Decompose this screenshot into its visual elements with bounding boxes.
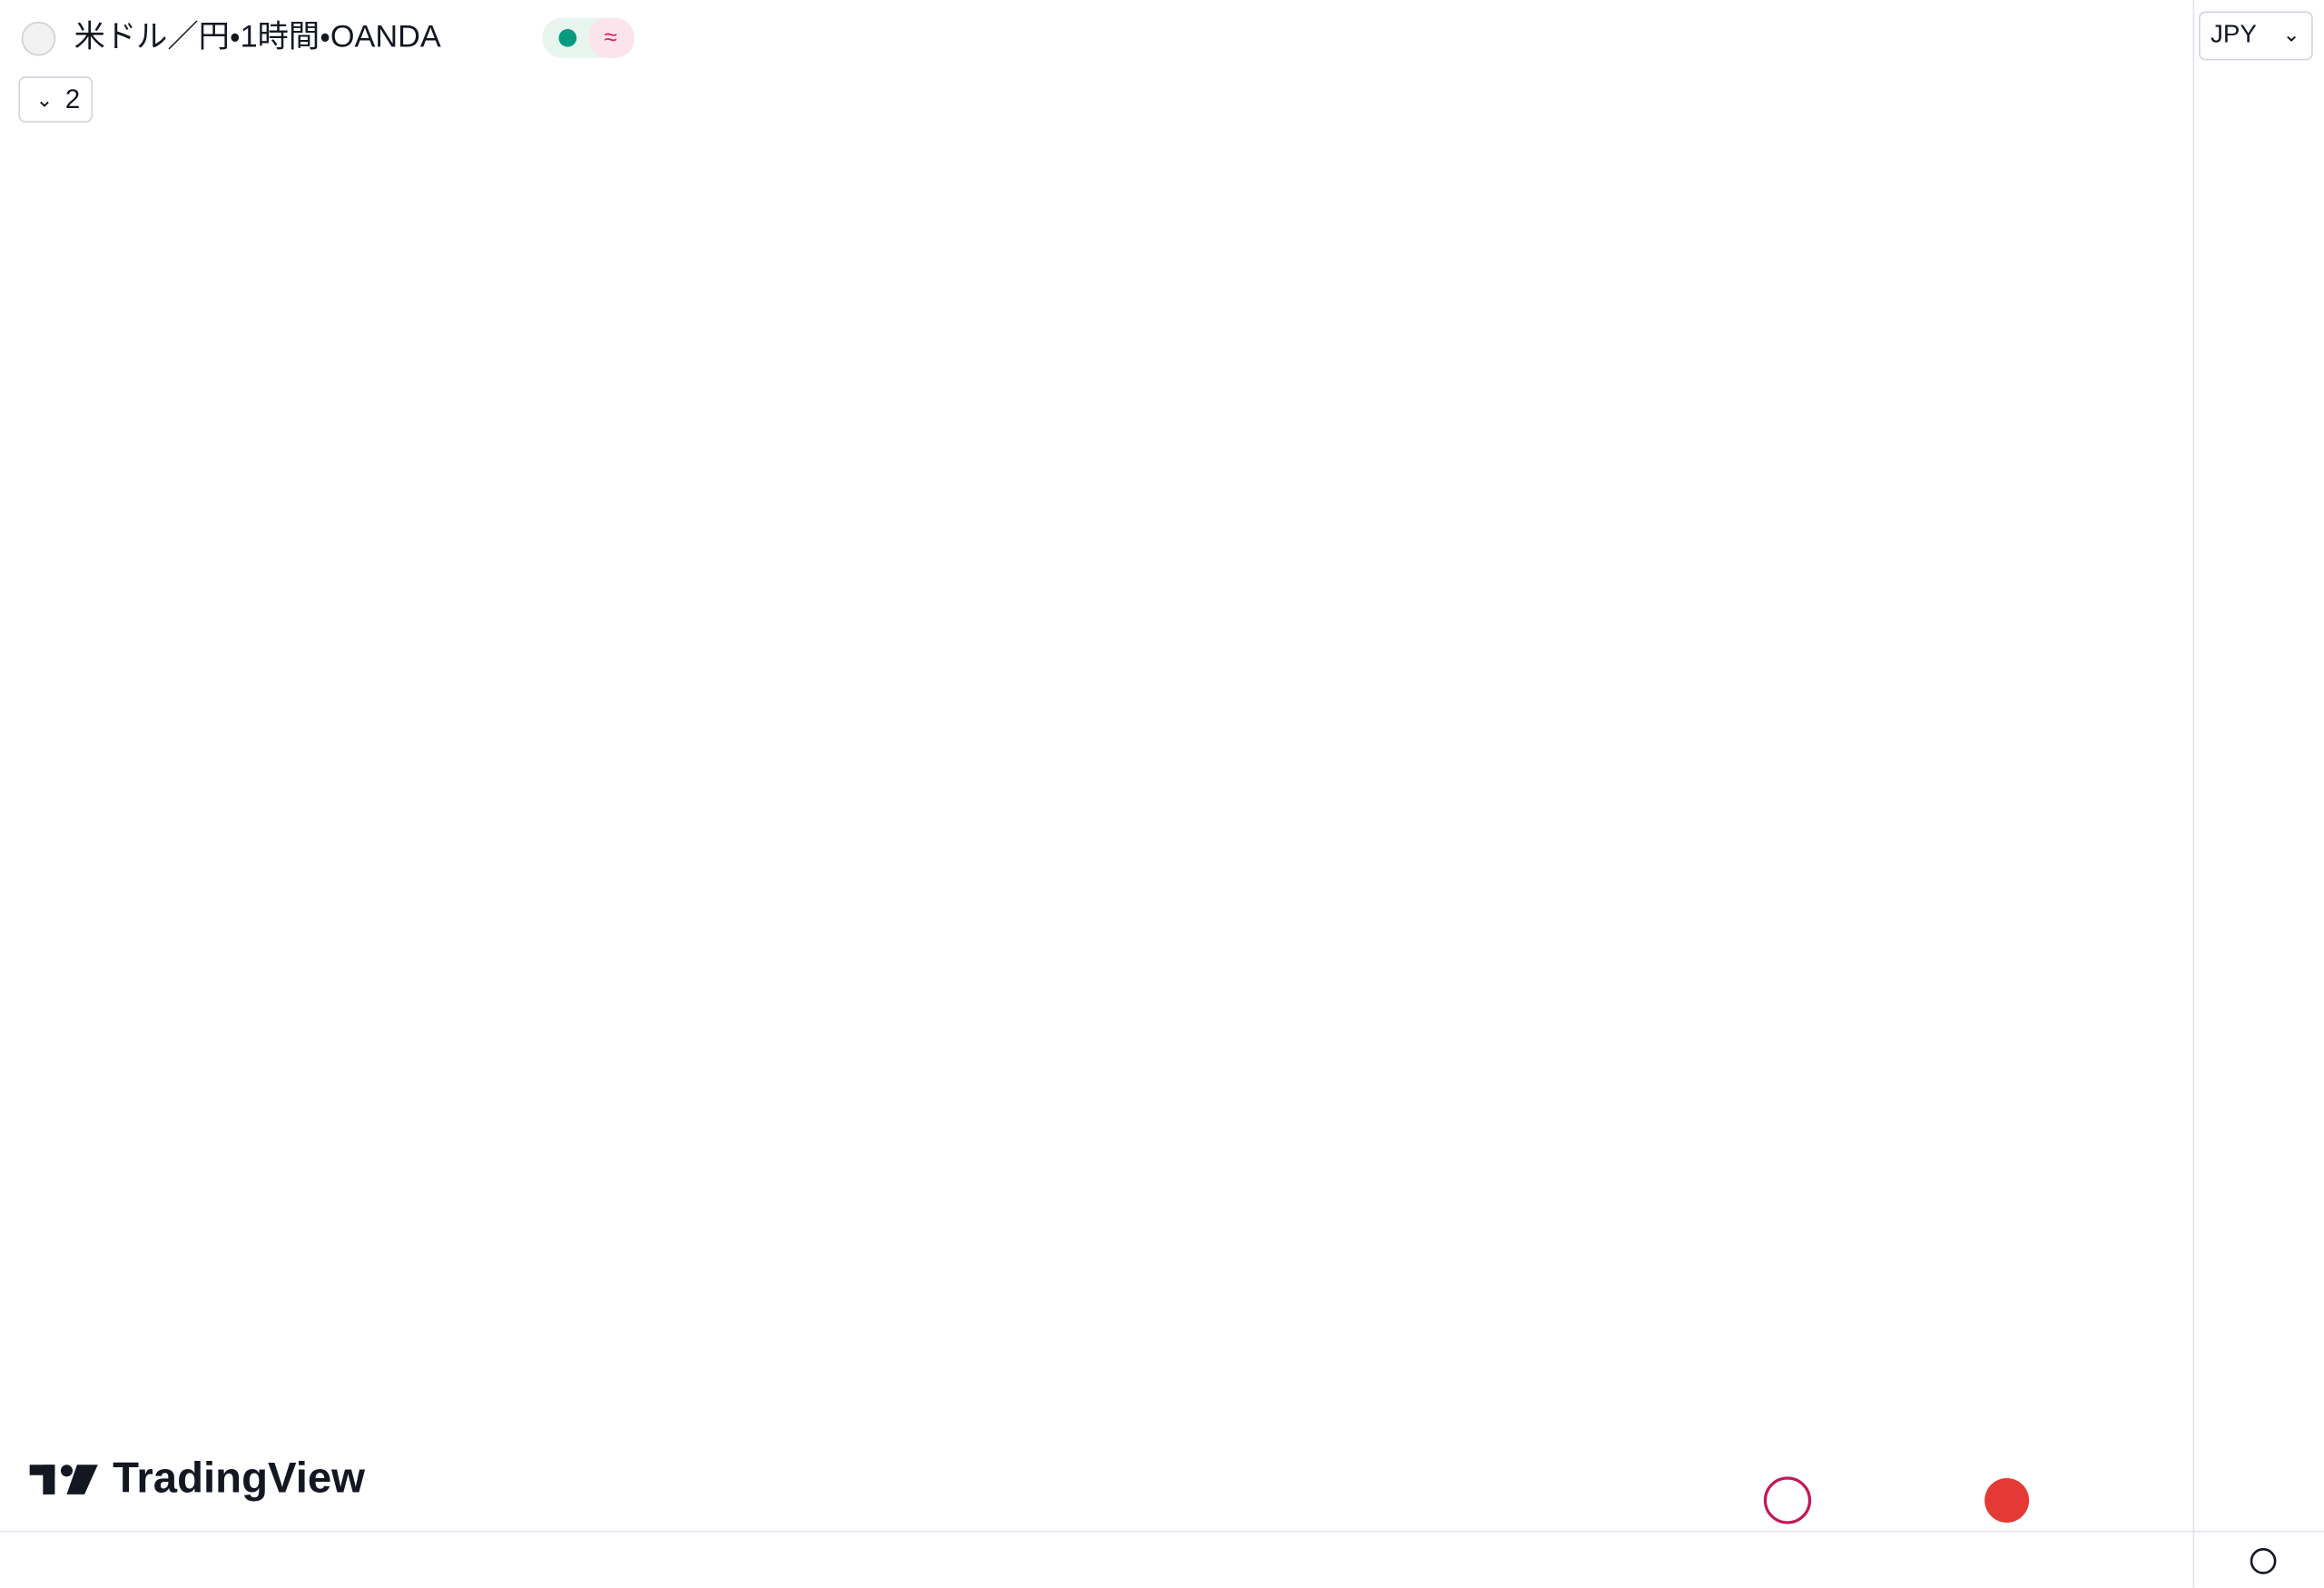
- status-icon: ≈: [604, 24, 616, 51]
- indicator-count: 2: [65, 84, 80, 114]
- watermark: TradingView: [113, 1455, 365, 1503]
- event-icon[interactable]: [1984, 1477, 2030, 1523]
- chart-title: 米ドル／円・1時間・OANDA: [74, 20, 441, 54]
- settings-icon[interactable]: [2250, 1548, 2277, 1574]
- symbol-icon: [21, 21, 56, 56]
- chevron-icon: ⌄: [2283, 22, 2300, 45]
- status-dot: [558, 29, 577, 47]
- event-icon[interactable]: [1763, 1476, 1812, 1524]
- status-badge: [588, 17, 635, 58]
- currency-button[interactable]: [2199, 11, 2313, 61]
- indicator-toggle[interactable]: [18, 76, 94, 123]
- chevron-icon: ⌄: [35, 87, 53, 111]
- currency: JPY: [2211, 20, 2257, 48]
